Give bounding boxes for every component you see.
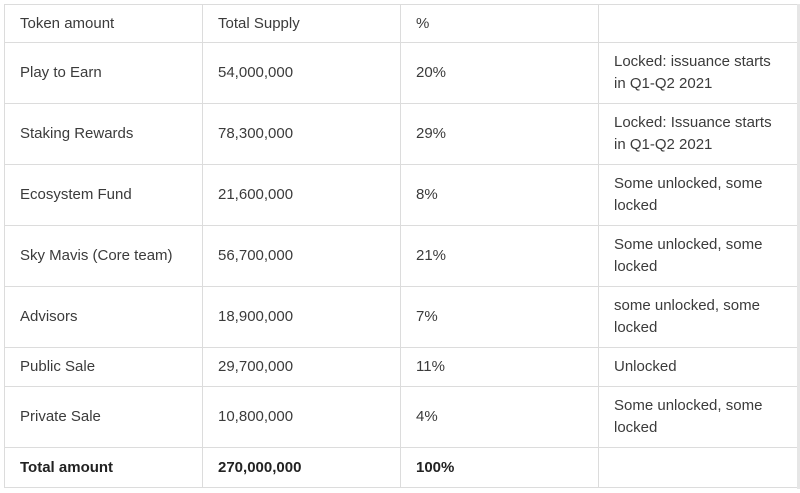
header-token-amount: Token amount xyxy=(4,4,203,43)
cell-category: Play to Earn xyxy=(4,42,203,104)
header-percent: % xyxy=(400,4,599,43)
cell-status: some unlocked, some locked xyxy=(598,286,798,348)
cell-category: Public Sale xyxy=(4,347,203,387)
cell-supply: 56,700,000 xyxy=(202,225,401,287)
cell-category: Advisors xyxy=(4,286,203,348)
total-label: Total amount xyxy=(4,447,203,488)
cell-category: Staking Rewards xyxy=(4,103,203,165)
table-row: Ecosystem Fund 21,600,000 8% Some unlock… xyxy=(4,164,798,226)
table-row: Private Sale 10,800,000 4% Some unlocked… xyxy=(4,386,798,448)
table-row: Public Sale 29,700,000 11% Unlocked xyxy=(4,347,798,387)
cell-supply: 29,700,000 xyxy=(202,347,401,387)
token-distribution-table: Token amount Total Supply % Play to Earn… xyxy=(4,4,798,488)
token-distribution-table-container: Token amount Total Supply % Play to Earn… xyxy=(4,4,798,488)
cell-status: Some unlocked, some locked xyxy=(598,164,798,226)
total-status xyxy=(598,447,798,488)
table-row: Sky Mavis (Core team) 56,700,000 21% Som… xyxy=(4,225,798,287)
table-row: Advisors 18,900,000 7% some unlocked, so… xyxy=(4,286,798,348)
cell-percent: 8% xyxy=(400,164,599,226)
cell-supply: 10,800,000 xyxy=(202,386,401,448)
cell-status: Unlocked xyxy=(598,347,798,387)
cell-supply: 54,000,000 xyxy=(202,42,401,104)
cell-status: Some unlocked, some locked xyxy=(598,386,798,448)
total-percent: 100% xyxy=(400,447,599,488)
cell-supply: 78,300,000 xyxy=(202,103,401,165)
horizontal-scroll-edge[interactable] xyxy=(797,4,800,489)
table-row: Play to Earn 54,000,000 20% Locked: issu… xyxy=(4,42,798,104)
cell-supply: 18,900,000 xyxy=(202,286,401,348)
header-status xyxy=(598,4,798,43)
cell-status: Some unlocked, some locked xyxy=(598,225,798,287)
table-header-row: Token amount Total Supply % xyxy=(4,4,798,43)
total-supply: 270,000,000 xyxy=(202,447,401,488)
cell-status: Locked: issuance starts in Q1-Q2 2021 xyxy=(598,42,798,104)
cell-supply: 21,600,000 xyxy=(202,164,401,226)
cell-percent: 20% xyxy=(400,42,599,104)
cell-percent: 7% xyxy=(400,286,599,348)
table-total-row: Total amount 270,000,000 100% xyxy=(4,447,798,488)
header-total-supply: Total Supply xyxy=(202,4,401,43)
table-row: Staking Rewards 78,300,000 29% Locked: I… xyxy=(4,103,798,165)
cell-status: Locked: Issuance starts in Q1-Q2 2021 xyxy=(598,103,798,165)
cell-category: Ecosystem Fund xyxy=(4,164,203,226)
cell-percent: 4% xyxy=(400,386,599,448)
cell-percent: 21% xyxy=(400,225,599,287)
cell-category: Private Sale xyxy=(4,386,203,448)
cell-percent: 11% xyxy=(400,347,599,387)
cell-percent: 29% xyxy=(400,103,599,165)
cell-category: Sky Mavis (Core team) xyxy=(4,225,203,287)
